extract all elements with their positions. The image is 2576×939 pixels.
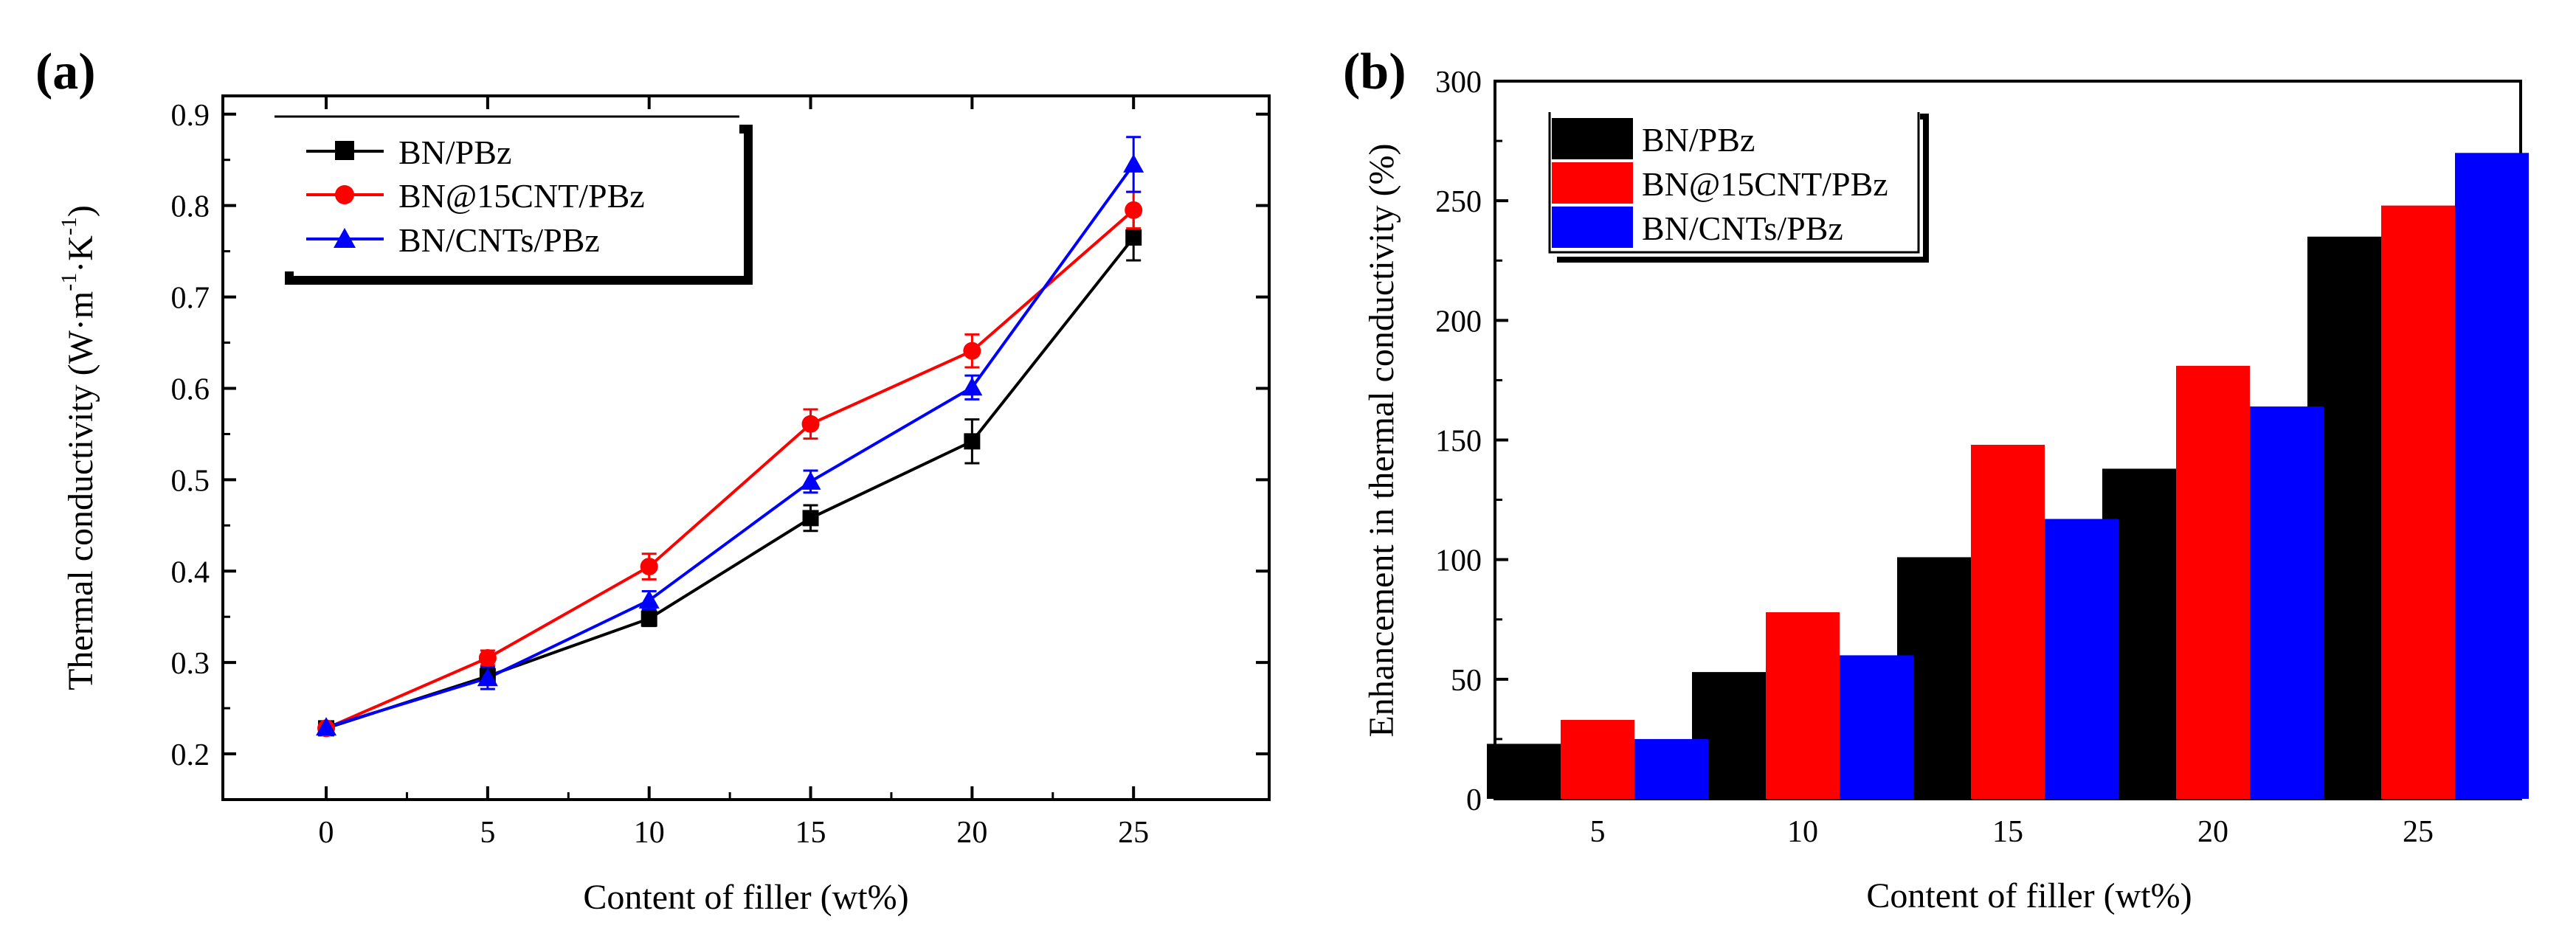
plot-a-frame (221, 94, 1271, 801)
legend-b-swatch-bn-pbz (1552, 118, 1633, 159)
legend-a-label-bn-cnts-pbz: BN/CNTs/PBz (398, 221, 600, 259)
bar-bn-pbz-5 (1487, 744, 1561, 799)
plot-a-series-lines (325, 163, 1135, 730)
x-tick-label-b-5: 5 (1590, 815, 1606, 849)
y-tick-label-a-7: 0.9 (171, 99, 210, 133)
plot-b-legend: BN/PBz BN@15CNT/PBz BN/CNTs/PBz (1548, 112, 1929, 263)
point-bn-15cnt-pbz-10 (640, 558, 658, 576)
x-tick-label-a-10: 10 (634, 816, 665, 850)
bar-bn-cnts-pbz-25 (2455, 153, 2529, 800)
point-bn-cnts-pbz-10 (638, 589, 660, 609)
x-tick-label-a-20: 20 (956, 816, 987, 850)
y-tick-label-b-1: 50 (1451, 664, 1482, 698)
plot-a-legend: BN/PBz BN@15CNT/PBz BN/CNTs/PBz (274, 115, 753, 285)
y-tick-label-b-0: 0 (1466, 783, 1482, 817)
plot-a-axes: 0 5 10 15 20 25 0.2 0.3 0.4 0.5 0.6 0.7 0.8 0.9 (171, 96, 1269, 850)
y-tick-label-a-2: 0.4 (171, 555, 210, 589)
x-tick-label-a-0: 0 (319, 816, 334, 850)
panel-a-label: (a) (35, 44, 96, 100)
x-tick-label-a-25: 25 (1118, 816, 1149, 850)
point-bn-15cnt-pbz-15 (801, 415, 820, 433)
bar-bn-cnts-pbz-20 (2250, 406, 2324, 799)
plot-a-x-axis-label: Content of filler (wt%) (583, 878, 908, 917)
line-bn-15cnt-pbz (325, 209, 1135, 730)
y-tick-label-a-5: 0.7 (171, 282, 210, 316)
legend-b-swatch-bn15cnt-pbz (1552, 162, 1633, 204)
bar-bn-cnts-pbz-15 (2045, 519, 2119, 799)
line-bn-cnts-pbz (325, 163, 1135, 730)
bar-bn-15cnt-pbz-15 (1971, 444, 2045, 799)
panel-b-label: (b) (1343, 44, 1406, 100)
x-tick-label-b-20: 20 (2197, 815, 2228, 849)
bar-bn-cnts-pbz-10 (1840, 655, 1913, 799)
point-bn-15cnt-pbz-5 (478, 648, 497, 667)
point-bn-cnts-pbz-25 (1123, 153, 1144, 173)
x-tick-label-a-5: 5 (480, 816, 495, 850)
point-bn-pbz-15 (802, 510, 819, 527)
legend-b-label-bn-cnts-pbz: BN/CNTs/PBz (1642, 209, 1843, 247)
plot-a-y-axis-label: Thermal conductivity (W·m-1·K-1) (57, 205, 100, 690)
panel-a-line-chart: (a) 0 5 10 15 20 25 0.2 0.3 0.4 0.5 0.6 0.7 0.8 0.9 B… (35, 44, 1271, 917)
legend-a-marker-bn-pbz (335, 141, 354, 160)
legend-a-label-bn-pbz: BN/PBz (398, 134, 511, 171)
legend-b-swatch-bn-cnts-pbz (1552, 207, 1633, 248)
point-bn-pbz-25 (1125, 229, 1142, 246)
point-bn-cnts-pbz-0 (316, 717, 337, 736)
x-tick-label-b-15: 15 (1992, 815, 2023, 849)
y-tick-label-a-4: 0.6 (171, 373, 210, 406)
y-tick-label-b-6: 300 (1435, 66, 1482, 100)
y-tick-label-b-3: 150 (1435, 425, 1482, 459)
point-bn-cnts-pbz-20 (961, 377, 983, 396)
bar-bn-15cnt-pbz-25 (2381, 205, 2455, 799)
panel-b-bar-chart: (b) 0 50 100 150 200 250 300 5 10 15 20 25 BN/PBz B… (1343, 44, 2529, 915)
legend-b-label-bn15cnt-pbz: BN@15CNT/PBz (1642, 165, 1888, 203)
point-bn-pbz-10 (640, 610, 657, 627)
bar-bn-15cnt-pbz-5 (1561, 719, 1634, 799)
y-tick-label-a-3: 0.5 (171, 464, 210, 498)
plot-a-series-markers (316, 153, 1144, 738)
y-tick-label-b-5: 250 (1435, 185, 1482, 219)
point-bn-cnts-pbz-15 (800, 471, 821, 490)
plot-b-bars (1487, 153, 2529, 800)
x-tick-label-b-25: 25 (2403, 815, 2434, 849)
point-bn-pbz-20 (964, 433, 981, 450)
line-bn-pbz (325, 236, 1135, 730)
point-bn-15cnt-pbz-25 (1125, 201, 1143, 219)
bar-bn-15cnt-pbz-20 (2176, 365, 2250, 799)
y-tick-label-a-1: 0.3 (171, 647, 210, 681)
y-tick-label-a-6: 0.8 (171, 190, 210, 224)
point-bn-15cnt-pbz-20 (963, 342, 981, 360)
bar-bn-15cnt-pbz-10 (1766, 612, 1840, 799)
legend-a-marker-bn-cnts-pbz (334, 228, 356, 248)
y-tick-label-b-2: 100 (1435, 544, 1482, 578)
bar-bn-cnts-pbz-5 (1634, 738, 1708, 799)
legend-a-label-bn15cnt-pbz: BN@15CNT/PBz (398, 177, 645, 215)
plot-b-x-axis-label: Content of filler (wt%) (1866, 876, 2192, 915)
y-tick-label-a-0: 0.2 (171, 738, 210, 772)
x-tick-label-a-15: 15 (795, 816, 826, 850)
y-tick-label-b-4: 200 (1435, 305, 1482, 339)
legend-b-label-bn-pbz: BN/PBz (1642, 121, 1755, 159)
x-tick-label-b-10: 10 (1787, 815, 1818, 849)
plot-b-y-axis-label: Enhancement in thermal conductivity (%) (1362, 143, 1401, 737)
plot-b-axes: 0 50 100 150 200 250 300 5 10 15 20 25 (1435, 66, 2434, 849)
legend-a-marker-bn15cnt-pbz (335, 185, 354, 204)
point-bn-cnts-pbz-5 (477, 668, 498, 687)
